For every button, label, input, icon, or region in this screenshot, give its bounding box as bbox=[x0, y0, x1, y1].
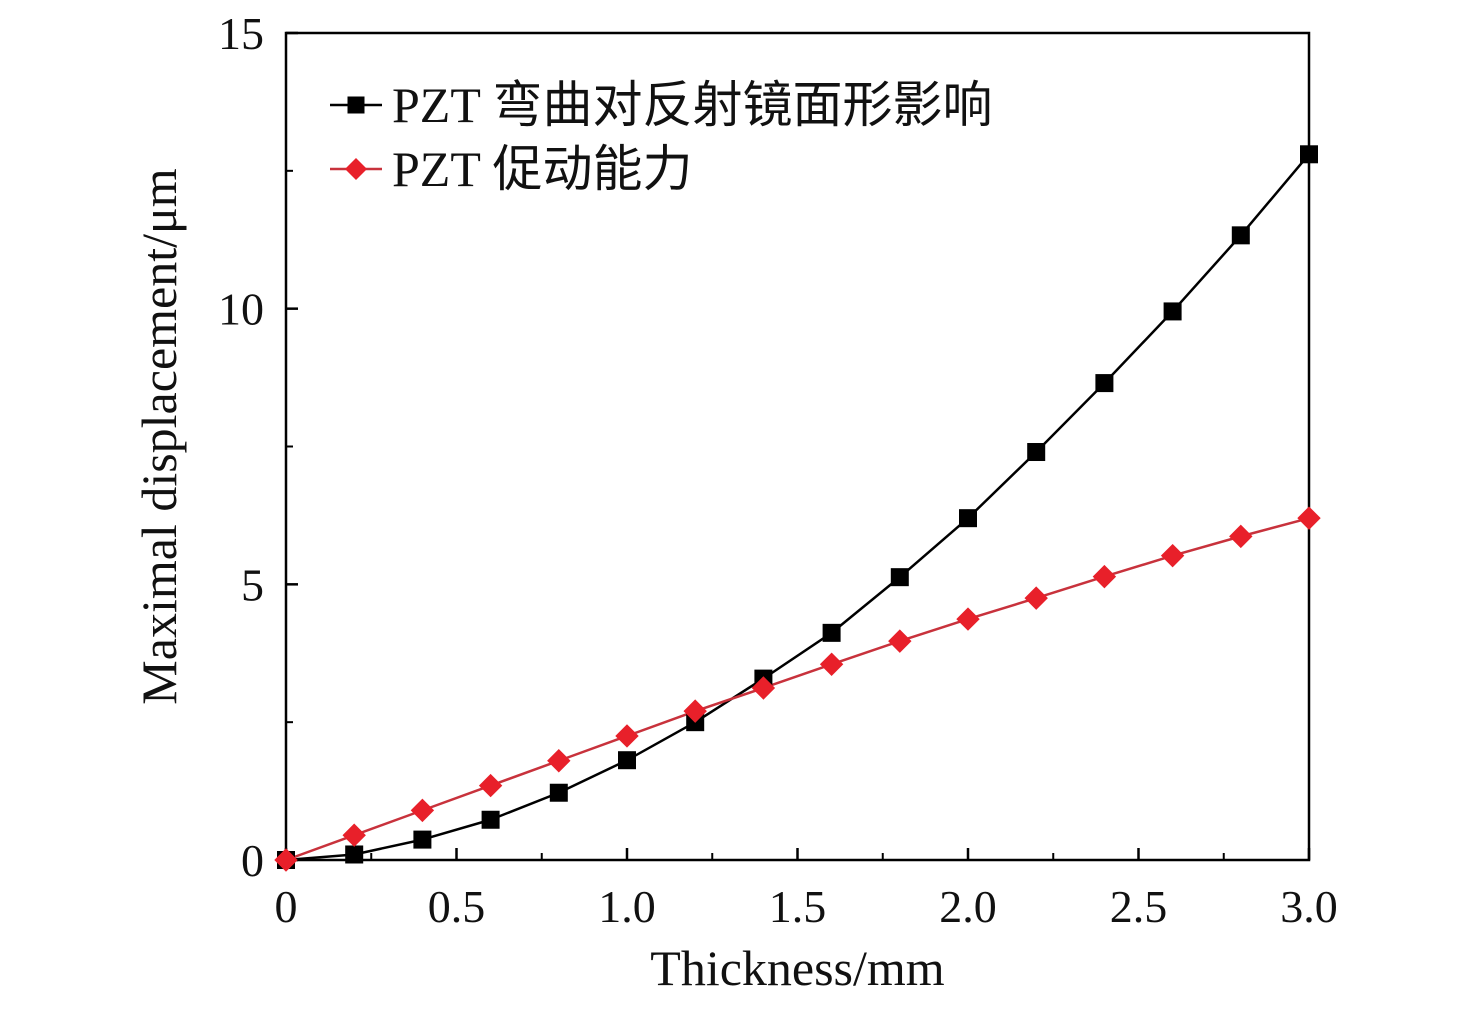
x-axis-title: Thickness/mm bbox=[650, 940, 945, 996]
series-2-point bbox=[410, 798, 435, 823]
y-axis-title: Maximal displacement/μm bbox=[131, 168, 187, 705]
x-tick-label: 0.5 bbox=[428, 881, 486, 932]
series-2-point bbox=[1229, 524, 1253, 549]
legend-label-series-1: PZT 弯曲对反射镜面形影响 bbox=[392, 77, 993, 133]
series-1-point bbox=[890, 568, 909, 587]
series-2-point bbox=[1092, 564, 1117, 589]
series-1-line bbox=[285, 153, 1310, 862]
legend: PZT 弯曲对反射镜面形影响 PZT 促动能力 bbox=[330, 77, 993, 197]
x-tick-label: 1.5 bbox=[769, 881, 827, 932]
series-1-point bbox=[481, 810, 500, 829]
x-tick-label: 2.5 bbox=[1110, 881, 1168, 932]
series-1-point bbox=[1163, 302, 1182, 321]
x-tick-label: 1.0 bbox=[598, 881, 656, 932]
legend-item-1: PZT 弯曲对反射镜面形影响 bbox=[330, 77, 993, 133]
series-1-point bbox=[1231, 226, 1250, 245]
series-2-point bbox=[1024, 586, 1048, 610]
series-2-point bbox=[274, 848, 298, 872]
axes: 0 0.5 1.0 1.5 2.0 2.5 3.0 0 5 10 15 bbox=[218, 8, 1338, 932]
y-tick-label: 10 bbox=[218, 284, 264, 335]
series-1-point bbox=[345, 845, 364, 864]
series-1-point bbox=[1027, 443, 1046, 462]
y-tick-label: 15 bbox=[218, 8, 264, 59]
series-2-point bbox=[478, 773, 503, 798]
series-2-point bbox=[956, 607, 980, 631]
series-1-point bbox=[549, 783, 568, 802]
series-1-point bbox=[959, 509, 977, 528]
series-1-point bbox=[618, 751, 636, 770]
series-2-point bbox=[819, 652, 844, 676]
y-tick-label: 5 bbox=[241, 559, 264, 610]
series-2-point bbox=[1297, 506, 1321, 530]
series-2-point bbox=[615, 724, 639, 748]
series-2-line bbox=[285, 516, 1310, 862]
x-tick-label: 3.0 bbox=[1280, 881, 1338, 932]
y-tick-label: 0 bbox=[241, 835, 264, 886]
legend-marker-series-2 bbox=[345, 158, 367, 180]
plot-area bbox=[274, 145, 1321, 872]
legend-label-series-2: PZT 促动能力 bbox=[392, 141, 693, 197]
series-1-point bbox=[822, 623, 841, 642]
series-2-point bbox=[683, 699, 707, 723]
series-2-point bbox=[751, 676, 776, 700]
legend-marker-series-1 bbox=[347, 96, 365, 114]
series-2-point bbox=[888, 629, 912, 653]
series-2-point bbox=[1160, 543, 1185, 568]
legend-item-2: PZT 促动能力 bbox=[330, 141, 693, 197]
series-2-point bbox=[547, 749, 571, 773]
series-1-point bbox=[1300, 145, 1318, 164]
series-1-point bbox=[1095, 374, 1114, 393]
series-1-point bbox=[413, 830, 432, 849]
series-2-point bbox=[342, 823, 366, 847]
x-tick-label: 2.0 bbox=[939, 881, 997, 932]
x-tick-label: 0 bbox=[275, 881, 298, 932]
